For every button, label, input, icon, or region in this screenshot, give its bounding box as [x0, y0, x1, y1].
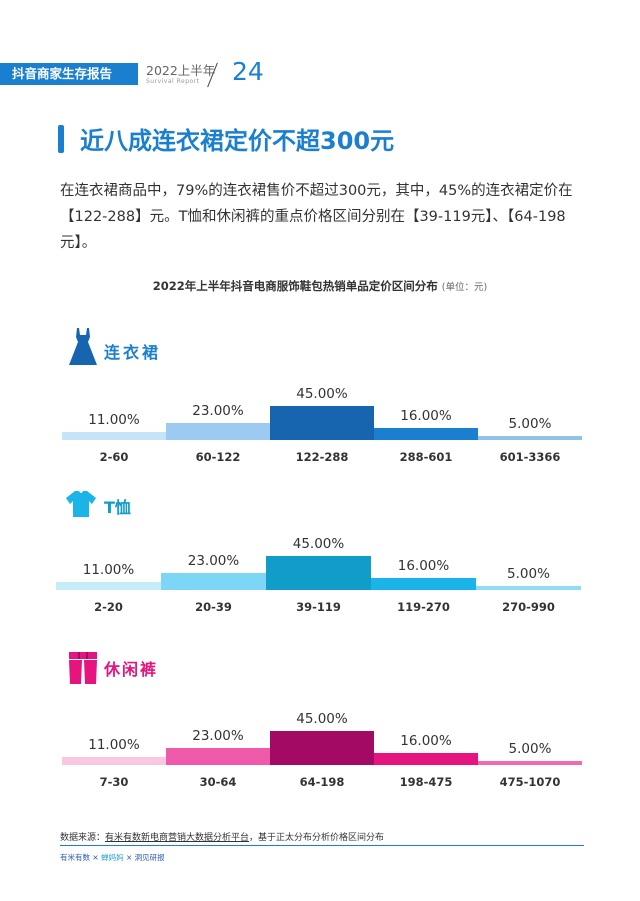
data-label-pants-4: 16.00%: [400, 732, 452, 749]
data-label-pants-2: 23.00%: [192, 727, 244, 744]
logo-djyanbao: 洞见研报: [134, 853, 165, 862]
logo-chanmama: 蝉妈妈: [101, 853, 124, 862]
logo-separator: ×: [92, 853, 99, 862]
page-title: 近八成连衣裙定价不超300元: [80, 127, 395, 155]
data-label-dress-3: 45.00%: [296, 386, 348, 402]
data-label-dress-2: 23.00%: [192, 402, 244, 419]
chart-title: 2022年上半年抖音电商服饰鞋包热销单品定价区间分布 (单位：元): [0, 278, 640, 294]
source-suffix: ，基于正太分布分析价格区间分布: [249, 833, 385, 843]
source-prefix: 数据来源：: [60, 833, 106, 843]
range-label-pants-4: 198-475: [399, 775, 453, 789]
footer-divider: [60, 845, 584, 846]
range-label-tshirt-2: 20-39: [195, 600, 232, 614]
data-source: 数据来源：有米有数新电商营销大数据分析平台，基于正太分布分析价格区间分布: [60, 830, 384, 843]
bar-tshirt-5: [476, 586, 581, 590]
bar-dress-5: [478, 436, 582, 440]
logo-separator: ×: [125, 853, 133, 862]
data-label-dress-4: 16.00%: [400, 407, 452, 424]
range-label-dress-1: 2-60: [99, 450, 129, 464]
page-number: 24: [232, 57, 264, 86]
pants-icon: [69, 652, 97, 684]
bar-pants-4: [374, 752, 478, 765]
range-label-pants-5: 475-1070: [499, 775, 561, 789]
chart-unit: (单位：元): [441, 282, 488, 293]
category-label-dress: 连衣裙: [104, 343, 162, 362]
range-label-dress-5: 601-3366: [499, 450, 561, 464]
source-link[interactable]: 有米有数新电商营销大数据分析平台: [105, 833, 250, 843]
category-label-pants: 休闲裤: [104, 660, 159, 679]
report-period: 2022上半年: [146, 63, 216, 78]
bar-dress-3: [270, 406, 374, 440]
range-label-tshirt-5: 270-990: [502, 600, 555, 614]
report-period-en: Survival Report: [146, 78, 200, 85]
range-label-pants-3: 64-198: [299, 775, 345, 789]
range-label-tshirt-1: 2-20: [94, 600, 123, 614]
bar-dress-1: [62, 431, 166, 440]
bar-tshirt-3: [266, 556, 371, 590]
range-label-pants-1: 7-30: [99, 775, 129, 789]
range-label-dress-4: 288-601: [399, 450, 453, 464]
bar-dress-4: [374, 427, 478, 440]
report-name-tag: 抖音商家生存报告: [0, 63, 138, 85]
dress-icon: [69, 328, 97, 365]
chart-title-text: 2022年上半年抖音电商服饰鞋包热销单品定价区间分布: [152, 279, 438, 293]
data-label-tshirt-1: 11.00%: [82, 561, 135, 578]
bar-tshirt-4: [371, 577, 476, 590]
bar-pants-3: [270, 731, 374, 765]
range-label-pants-2: 30-64: [199, 775, 237, 789]
bar-tshirt-2: [161, 572, 266, 590]
logo-youmi: 有米有数: [60, 853, 90, 862]
range-label-tshirt-4: 119-270: [397, 600, 450, 614]
tshirt-icon: [66, 491, 96, 517]
range-label-dress-2: 60-122: [195, 450, 241, 464]
title-accent-bar: [58, 125, 64, 153]
bar-pants-5: [478, 761, 582, 765]
data-label-tshirt-4: 16.00%: [397, 557, 450, 574]
bar-dress-2: [166, 422, 270, 440]
bar-pants-1: [62, 756, 166, 765]
data-label-tshirt-3: 45.00%: [292, 536, 345, 552]
summary-paragraph: 在连衣裙商品中，79%的连衣裙售价不超过300元，其中，45%的连衣裙定价在【1…: [60, 183, 573, 251]
footer-logos: 有米有数 × 蝉妈妈 × 洞见研报: [60, 852, 165, 863]
data-label-tshirt-2: 23.00%: [187, 552, 240, 569]
data-label-tshirt-5: 5.00%: [507, 566, 550, 582]
data-label-pants-1: 11.00%: [88, 736, 140, 753]
data-label-dress-5: 5.00%: [508, 416, 552, 432]
range-label-dress-3: 122-288: [295, 450, 349, 464]
range-label-tshirt-3: 39-119: [296, 600, 341, 614]
category-label-tshirt: T恤: [104, 498, 131, 517]
data-label-dress-1: 11.00%: [88, 411, 140, 428]
bar-tshirt-1: [56, 581, 161, 590]
data-label-pants-3: 45.00%: [296, 711, 348, 727]
data-label-pants-5: 5.00%: [508, 741, 552, 757]
bar-pants-2: [166, 747, 270, 765]
